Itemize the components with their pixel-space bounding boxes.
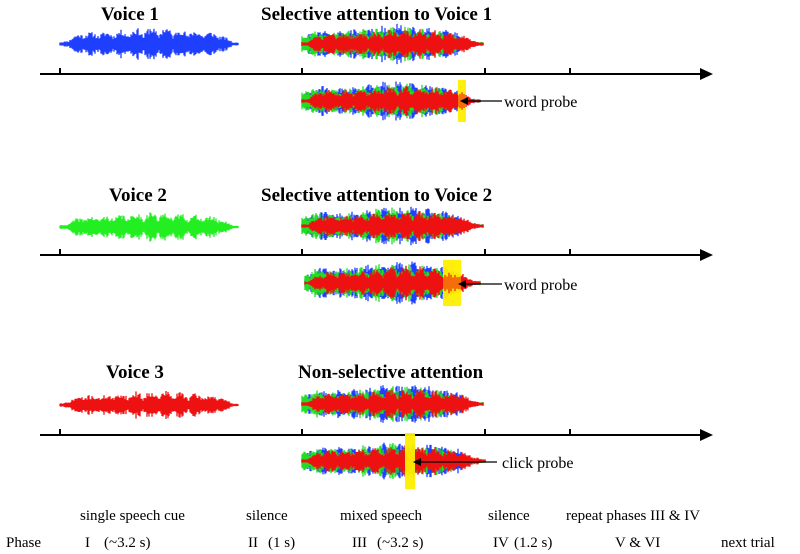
phase-5-numeral: V & VI xyxy=(615,535,660,551)
phase-1-numeral: I xyxy=(85,535,90,551)
probe-2-label: word probe xyxy=(504,277,577,294)
phase-3-desc: mixed speech xyxy=(340,508,423,524)
voice-3-label: Voice 3 xyxy=(106,362,164,383)
phase-1-duration: (~3.2 s) xyxy=(104,535,150,551)
voice-2-waveform xyxy=(59,212,239,242)
phase-5-desc: repeat phases III & IV xyxy=(566,508,700,524)
mixed-speech-2-waveform xyxy=(301,206,484,246)
panel-2: Voice 2 Selective attention to Voice 2 w… xyxy=(40,185,713,307)
attention-2-label: Selective attention to Voice 2 xyxy=(261,185,492,206)
mixed-speech-1-waveform xyxy=(301,23,484,65)
timeline-1 xyxy=(40,68,713,80)
attention-1-label: Selective attention to Voice 1 xyxy=(261,4,492,25)
phase-2-numeral: II xyxy=(248,535,258,551)
voice-3-waveform xyxy=(59,391,239,419)
phase-row-label: Phase xyxy=(6,535,41,551)
probe-3-arrow xyxy=(413,458,497,466)
phase-2-duration: (1 s) xyxy=(268,535,295,551)
next-trial-label: next trial xyxy=(721,535,775,551)
attention-3-label: Non-selective attention xyxy=(298,362,484,383)
probe-1-label: word probe xyxy=(504,94,577,111)
phase-3-duration: (~3.2 s) xyxy=(377,535,423,551)
phase-1-desc: single speech cue xyxy=(80,508,185,524)
panel-1: Voice 1 Selective attention to Voice 1 w… xyxy=(40,4,713,122)
phase-2-desc: silence xyxy=(246,508,288,524)
mixed-speech-3-waveform xyxy=(301,385,484,423)
panel-3: Voice 3 Non-selective attention click pr… xyxy=(40,362,713,489)
probe-2-arrow xyxy=(458,280,502,288)
voice-1-waveform xyxy=(59,28,239,60)
phase-4-numeral: IV xyxy=(493,535,509,551)
voice-1-label: Voice 1 xyxy=(101,4,159,25)
phase-4-duration: (1.2 s) xyxy=(514,535,552,551)
probe-trial-3-waveform xyxy=(301,433,486,489)
probe-trial-2-waveform xyxy=(304,259,481,307)
probe-1-arrow xyxy=(460,97,502,105)
phase-3-numeral: III xyxy=(352,535,367,551)
probe-3-label: click probe xyxy=(502,455,574,472)
voice-2-label: Voice 2 xyxy=(109,185,167,206)
phase-4-desc: silence xyxy=(488,508,530,524)
probe-trial-1-waveform xyxy=(301,80,481,122)
timeline-3 xyxy=(40,429,713,441)
timeline-2 xyxy=(40,249,713,261)
phase-row: Phase single speech cue I (~3.2 s) silen… xyxy=(6,508,775,551)
